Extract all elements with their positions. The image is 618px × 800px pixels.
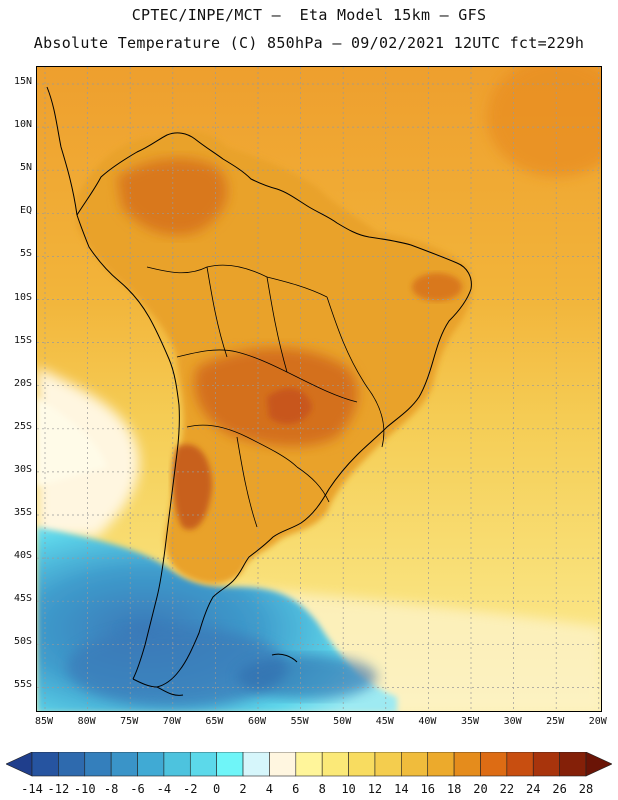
legend-label: 8	[318, 782, 326, 796]
lat-label-10s: 10S	[13, 291, 32, 303]
legend-swatch-5	[137, 752, 165, 777]
legend-swatch-20	[532, 752, 560, 777]
lat-label-40s: 40S	[13, 550, 32, 562]
legend-swatch-14	[374, 752, 402, 777]
lon-label-40w: 40W	[418, 716, 437, 727]
legend-swatch-2	[58, 752, 86, 777]
lon-label-25w: 25W	[546, 716, 565, 727]
legend-label: 26	[552, 782, 567, 796]
hot-region-north	[117, 158, 228, 236]
lat-label-55s: 55S	[13, 679, 32, 691]
color-legend	[6, 752, 612, 777]
legend-max-arrow	[585, 752, 612, 777]
legend-label: 20	[473, 782, 488, 796]
warm-atlantic-patch	[487, 67, 601, 177]
legend-label: 12	[367, 782, 383, 796]
legend-label: 18	[446, 782, 462, 796]
pacific-coastline	[76, 214, 180, 680]
lat-label-30s: 30S	[13, 463, 32, 475]
lon-label-85w: 85W	[34, 716, 54, 727]
legend-swatch-16	[427, 752, 455, 777]
legend-label: 6	[292, 782, 300, 796]
legend-swatch-8	[216, 752, 244, 777]
legend-swatch-15	[401, 752, 429, 777]
lat-label-50s: 50S	[13, 636, 32, 648]
coastlines	[46, 86, 472, 696]
legend-label: -4	[156, 782, 172, 796]
atlantic-coastline	[76, 132, 472, 688]
pale-pacific-core	[37, 397, 107, 487]
legend-swatch-7	[189, 752, 217, 777]
legend-min-arrow	[6, 752, 33, 777]
legend-swatch-13	[348, 752, 376, 777]
graticule	[37, 67, 601, 711]
legend-label: 22	[499, 782, 515, 796]
legend-label: -10	[73, 782, 96, 796]
lat-label-5n: 5N	[19, 162, 32, 174]
lat-label-15n: 15N	[13, 76, 32, 87]
temperature-map[interactable]	[36, 66, 602, 712]
hot-region-andes	[172, 444, 212, 530]
lon-label-75w: 75W	[120, 716, 139, 727]
legend-swatch-12	[321, 752, 349, 777]
lon-label-50w: 50W	[333, 716, 352, 727]
legend-label: 16	[420, 782, 435, 796]
country-borders	[146, 264, 385, 528]
legend-label: 0	[213, 782, 221, 796]
legend-label: 10	[341, 782, 356, 796]
legend-label: -8	[103, 782, 119, 796]
falklands-coast	[271, 653, 298, 663]
legend-swatch-19	[506, 752, 534, 777]
legend-label: -6	[130, 782, 145, 796]
lat-label-15s: 15S	[13, 334, 32, 346]
legend-swatch-10	[269, 752, 297, 777]
lon-label-20w: 20W	[588, 716, 607, 727]
legend-label: 4	[265, 782, 274, 796]
legend-label: 2	[239, 782, 247, 796]
lon-label-65w: 65W	[205, 716, 224, 727]
hot-region-northeast	[412, 273, 462, 301]
cold-core-east	[237, 655, 377, 699]
legend-swatch-4	[110, 752, 138, 777]
legend-swatch-21	[559, 752, 587, 777]
legend-swatch-9	[242, 752, 270, 777]
temperature-field	[37, 67, 601, 711]
legend-swatch-11	[295, 752, 323, 777]
legend-label: 14	[394, 782, 409, 796]
map-title: CPTEC/INPE/MCT – Eta Model 15km – GFS	[131, 6, 487, 24]
lon-label-45w: 45W	[375, 716, 394, 727]
legend-swatch-1	[31, 752, 59, 777]
legend-swatch-17	[453, 752, 481, 777]
lon-label-60w: 60W	[247, 716, 267, 727]
legend-label: -12	[47, 782, 70, 796]
lat-label-45s: 45S	[13, 593, 32, 605]
lat-label-5s: 5S	[19, 248, 32, 260]
legend-label: -14	[21, 782, 43, 796]
lat-label-35s: 35S	[13, 507, 32, 518]
legend-label: 28	[578, 782, 594, 796]
legend-swatch-3	[84, 752, 112, 777]
central-america-coast	[46, 86, 78, 216]
lat-label-eq: EQ	[19, 205, 32, 217]
tierra-del-fuego	[132, 678, 184, 696]
legend-label: -2	[183, 782, 198, 796]
legend-swatch-6	[163, 752, 191, 777]
lon-label-55w: 55W	[290, 716, 309, 727]
lon-label-70w: 70W	[162, 716, 181, 727]
cold-core	[67, 627, 287, 707]
lon-label-80w: 80W	[77, 716, 96, 727]
lat-label-25s: 25S	[13, 420, 32, 432]
lat-label-10n: 10N	[13, 119, 32, 131]
lat-label-20s: 20S	[13, 377, 32, 389]
lon-label-30w: 30W	[503, 716, 522, 727]
lon-label-35w: 35W	[460, 716, 480, 727]
legend-swatch-18	[480, 752, 508, 777]
legend-label: 24	[526, 782, 541, 796]
map-subtitle: Absolute Temperature (C) 850hPa – 09/02/…	[33, 34, 585, 52]
